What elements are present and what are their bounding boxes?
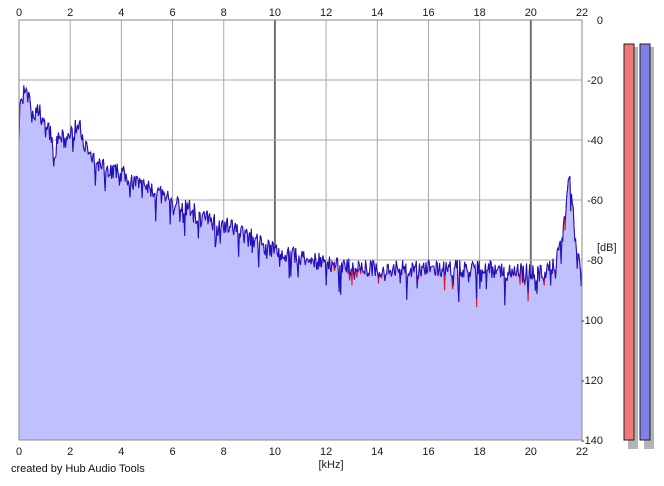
y-axis-label: [dB] <box>597 242 617 254</box>
x-ticks-top: 0 2 4 6 8 10 12 14 16 18 20 22 <box>16 7 588 19</box>
x-tick-label-bottom: 20 <box>525 446 537 458</box>
x-axis-label: [kHz] <box>318 459 343 471</box>
y-tick-label: -80 <box>587 255 603 267</box>
x-tick-label-top: 2 <box>67 7 73 19</box>
y-ticks: 0 -20 -40 -60 -80 -100 -120 -140 <box>581 15 603 447</box>
x-tick-label-top: 6 <box>169 7 175 19</box>
x-tick-label-top: 10 <box>269 7 281 19</box>
right-channel-line <box>18 85 583 306</box>
y-tick-label: -40 <box>587 135 603 147</box>
x-tick-label-top: 22 <box>576 7 588 19</box>
y-tick-label: -140 <box>581 435 603 447</box>
credit-text: created by Hub Audio Tools <box>11 463 145 475</box>
x-tick-label-top: 16 <box>422 7 434 19</box>
spectrum-fill <box>19 85 582 441</box>
level-meter-left <box>623 43 635 441</box>
x-tick-label-top: 14 <box>371 7 383 19</box>
x-tick-label-bottom: 18 <box>474 446 486 458</box>
y-tick-label: -20 <box>587 75 603 87</box>
x-tick-label-bottom: 8 <box>221 446 227 458</box>
x-tick-label-bottom: 14 <box>371 446 383 458</box>
y-tick-label: -60 <box>587 195 603 207</box>
x-tick-label-bottom: 0 <box>16 446 22 458</box>
x-tick-label-top: 0 <box>16 7 22 19</box>
x-tick-label-top: 12 <box>320 7 332 19</box>
x-tick-label-bottom: 16 <box>422 446 434 458</box>
x-tick-label-bottom: 10 <box>269 446 281 458</box>
x-tick-label-bottom: 12 <box>320 446 332 458</box>
x-tick-label-top: 8 <box>221 7 227 19</box>
y-tick-label: -120 <box>581 375 603 387</box>
x-tick-label-bottom: 22 <box>576 446 588 458</box>
x-tick-label-bottom: 6 <box>169 446 175 458</box>
x-tick-label-bottom: 2 <box>67 446 73 458</box>
x-tick-label-top: 4 <box>118 7 124 19</box>
y-tick-label: -100 <box>581 315 603 327</box>
y-tick-label: 0 <box>597 15 603 27</box>
level-meter-right <box>639 43 651 441</box>
x-tick-label-top: 20 <box>525 7 537 19</box>
plot-frame <box>18 19 583 441</box>
x-ticks-bottom: 0 2 4 6 8 10 12 14 16 18 20 22 <box>16 446 588 458</box>
x-tick-label-top: 18 <box>474 7 486 19</box>
x-tick-label-bottom: 4 <box>118 446 124 458</box>
